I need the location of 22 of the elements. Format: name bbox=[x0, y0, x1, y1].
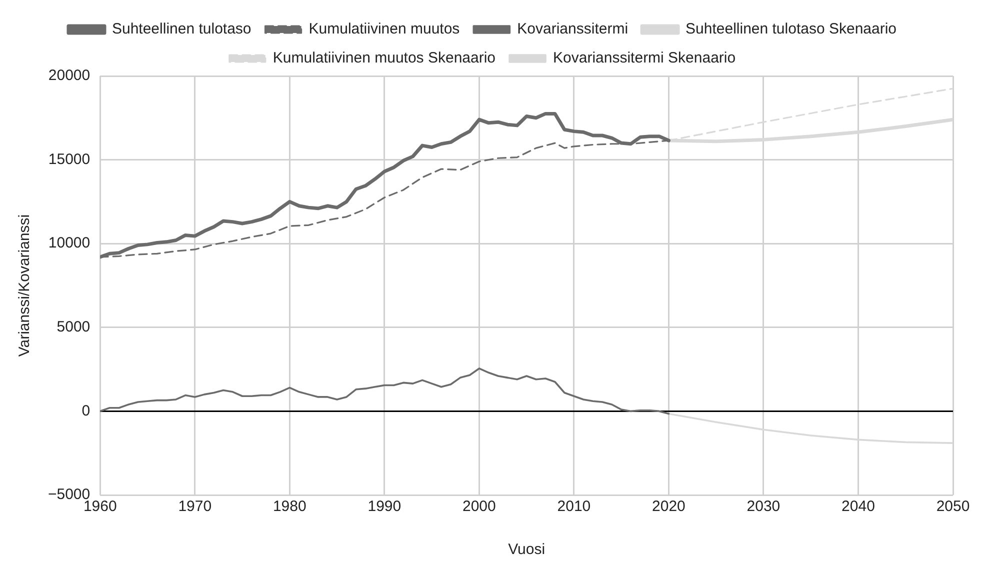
x-tick-label: 2010 bbox=[557, 498, 591, 516]
x-axis-title: Vuosi bbox=[508, 541, 546, 558]
y-tick-label: 5000 bbox=[56, 318, 90, 336]
y-tick-label: 20000 bbox=[48, 67, 90, 84]
legend-label: Kumulatiivinen muutos Skenaario bbox=[272, 50, 496, 67]
x-tick-label: 2030 bbox=[746, 498, 780, 516]
legend-label: Kumulatiivinen muutos bbox=[308, 20, 460, 38]
y-tick-label: 10000 bbox=[48, 234, 90, 252]
y-tick-label: 15000 bbox=[48, 150, 90, 168]
x-tick-label: 2000 bbox=[462, 498, 496, 516]
legend-label: Kovarianssitermi bbox=[517, 20, 628, 38]
legend-label: Suhteellinen tulotaso bbox=[112, 20, 252, 38]
y-tick-label: 0 bbox=[82, 402, 90, 420]
legend-label: Kovarianssitermi Skenaario bbox=[553, 50, 736, 67]
x-tick-label: 1980 bbox=[272, 498, 306, 516]
x-tick-label: 2020 bbox=[652, 498, 686, 516]
x-tick-label: 1970 bbox=[178, 498, 212, 516]
x-tick-label: 1990 bbox=[368, 498, 402, 516]
x-tick-label: 2050 bbox=[936, 498, 970, 516]
legend-label: Suhteellinen tulotaso Skenaario bbox=[686, 20, 897, 38]
y-axis-title: Varianssi/Kovarianssi bbox=[16, 214, 34, 357]
x-tick-label: 2040 bbox=[842, 498, 875, 516]
